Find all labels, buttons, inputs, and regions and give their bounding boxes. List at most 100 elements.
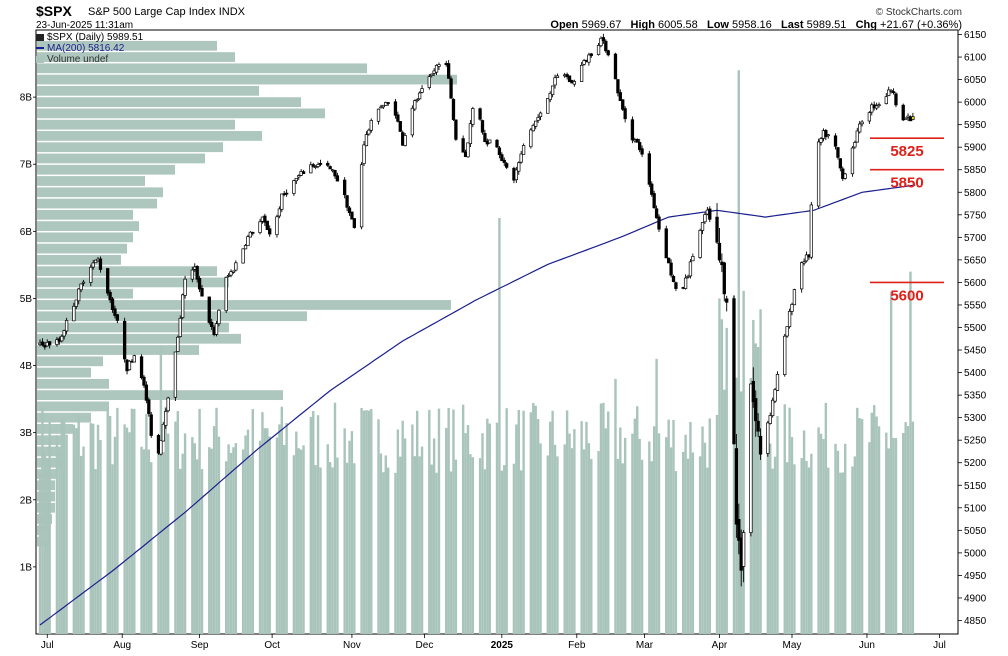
candle-body (98, 258, 103, 270)
candle-body (838, 158, 843, 169)
volume-bar (229, 452, 233, 634)
y-tick-label: 5400 (964, 368, 987, 379)
volume-bar (362, 410, 366, 634)
candle-body (333, 170, 337, 177)
candle-body (783, 335, 787, 375)
candle-body (181, 294, 185, 318)
volume-bar (454, 459, 458, 634)
candle-body (40, 341, 45, 346)
candle-body (635, 138, 639, 143)
volume-bar (108, 416, 112, 634)
volume-bar (309, 416, 313, 634)
volume-bar (860, 419, 864, 634)
volume-bar (607, 411, 610, 634)
candle-body (521, 145, 526, 155)
volume-bar (788, 407, 791, 634)
vol-tick-label: 2B (20, 495, 33, 506)
vbp-bar (37, 367, 91, 378)
volume-by-price (37, 40, 457, 547)
x-tick-label: Sep (191, 640, 209, 651)
volume-bar (379, 453, 383, 634)
volume-bar (283, 444, 286, 634)
candle-body (708, 208, 712, 220)
volume-bar (621, 463, 624, 634)
candle-body (638, 142, 642, 151)
volume-bar (556, 456, 559, 634)
candle-body (531, 125, 535, 132)
candle-body (582, 60, 586, 65)
volume-bar (215, 407, 218, 634)
candle-body (749, 383, 753, 533)
candle-body (149, 414, 153, 436)
candle-body (737, 519, 741, 541)
x-tick-label: Mar (636, 640, 654, 651)
candle-body (589, 53, 593, 56)
candle-body (550, 85, 555, 95)
candle-body (347, 207, 352, 214)
volume-bar (437, 408, 441, 634)
volume-bar (776, 416, 779, 634)
volume-bar (636, 406, 639, 634)
y-tick-label: 5600 (964, 278, 987, 289)
volume-bar (698, 456, 702, 634)
volume-bar (708, 418, 711, 634)
candle-body (722, 262, 726, 295)
volume-bar (911, 421, 915, 634)
candle-body (328, 166, 332, 170)
candle-body (226, 274, 231, 277)
candle-body (853, 142, 857, 148)
volume-bar (159, 345, 163, 634)
volume-bar (582, 449, 586, 634)
symbol-name: S&P 500 Large Cap Index INDX (88, 6, 245, 18)
candle-body (398, 121, 402, 132)
volume-bar (906, 426, 910, 634)
y-tick-label: 5700 (964, 233, 987, 244)
vbp-bar (37, 277, 229, 288)
candle-body (359, 164, 364, 228)
volume-bar (208, 447, 211, 634)
volume-bar (756, 347, 760, 634)
volume-bar (41, 408, 44, 634)
volume-bar (145, 413, 148, 634)
ma200-line (39, 184, 916, 626)
candle-body (623, 108, 627, 120)
volume-bar (715, 414, 719, 634)
volume-bar (75, 428, 78, 634)
volume-bar (212, 426, 216, 634)
candle-body (502, 159, 506, 163)
volume-bar (539, 443, 542, 634)
candle-body (664, 228, 668, 259)
volume-bar (672, 420, 675, 634)
candle-body (294, 177, 298, 182)
volume-bar (805, 460, 808, 634)
volume-bar (737, 70, 740, 635)
candle-body (529, 129, 533, 148)
candle-body (451, 98, 456, 120)
volume-bar (157, 451, 160, 634)
level-label-5850: 5850 (890, 175, 923, 192)
volume-bar (96, 424, 100, 634)
candle-body (604, 40, 608, 52)
candle-body (147, 399, 151, 414)
candle-body (132, 355, 136, 363)
y-tick-label: 5850 (964, 165, 987, 176)
volume-bar (754, 343, 757, 634)
symbol-title: $SPX (36, 3, 72, 19)
volume-bar (401, 420, 404, 634)
candle-body (480, 120, 485, 133)
volume-bars (38, 70, 915, 635)
candle-body (858, 123, 862, 133)
volume-bar (367, 410, 371, 634)
candle-body (833, 135, 838, 147)
volume-bar (94, 469, 97, 634)
candle-body (667, 257, 671, 264)
level-label-5600: 5600 (890, 287, 923, 304)
volume-bar (590, 458, 593, 634)
x-tick-label: Nov (343, 640, 361, 651)
candle-body (144, 384, 149, 401)
volume-bar (43, 452, 47, 634)
volume-bar (336, 457, 339, 634)
volume-bar (773, 456, 777, 634)
low-value: 5958.16 (732, 19, 772, 31)
y-tick-label: 5550 (964, 300, 987, 311)
